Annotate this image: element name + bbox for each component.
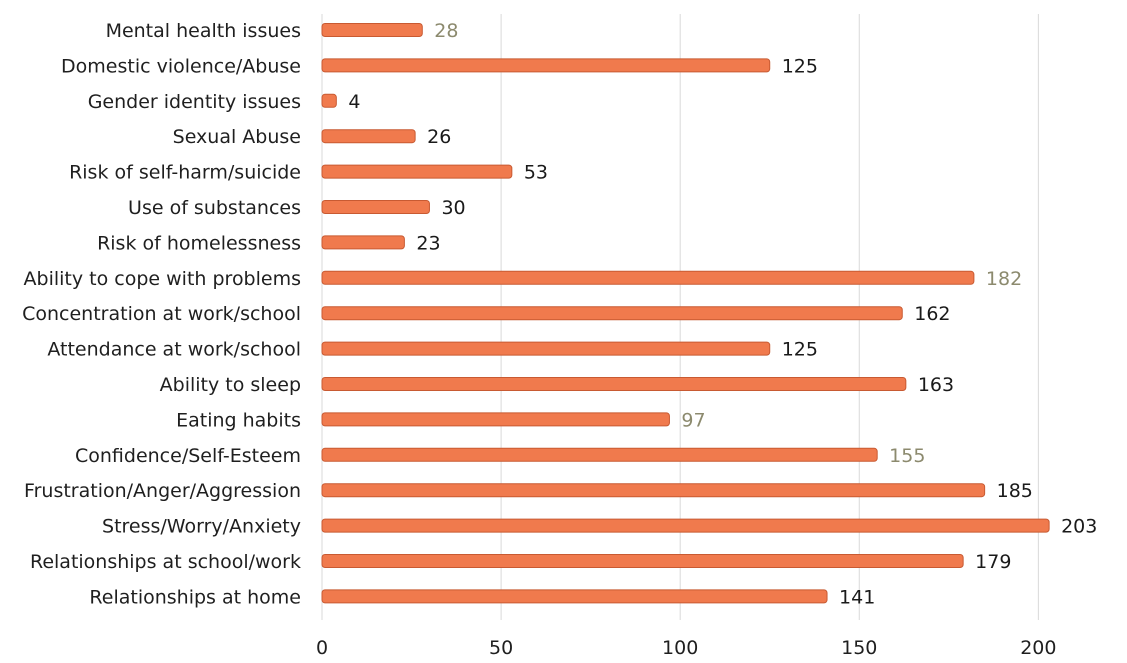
bar-gender-identity-issues [321, 93, 337, 108]
category-label-domestic-violence-abuse: Domestic violence/Abuse [61, 55, 301, 77]
value-label-stress-worry-anxiety: 203 [1061, 516, 1097, 538]
category-label-ability-to-sleep: Ability to sleep [160, 374, 301, 396]
bar-concentration-at-work-school [321, 306, 903, 321]
category-label-risk-of-homelessness: Risk of homelessness [97, 232, 301, 254]
bar-relationships-at-home [321, 589, 828, 604]
value-label-ability-to-cope-with-problems: 182 [986, 268, 1022, 290]
value-label-ability-to-sleep: 163 [918, 374, 954, 396]
value-label-frustration-anger-aggression: 185 [997, 480, 1033, 502]
category-label-ability-to-cope-with-problems: Ability to cope with problems [24, 268, 301, 290]
bars [321, 23, 1050, 604]
value-label-concentration-at-work-school: 162 [914, 303, 950, 325]
value-label-eating-habits: 97 [681, 409, 705, 431]
category-label-attendance-at-work-school: Attendance at work/school [47, 339, 301, 361]
value-label-relationships-at-home: 141 [839, 586, 875, 608]
category-labels: Mental health issues Domestic violence/Ab… [22, 20, 301, 608]
category-label-gender-identity-issues: Gender identity issues [88, 91, 301, 113]
x-axis-tick-labels: 0 50 100 150 200 [316, 637, 1057, 659]
bar-use-of-substances [321, 200, 430, 214]
x-tick-label-200: 200 [1020, 637, 1056, 659]
bar-ability-to-cope-with-problems [321, 270, 975, 285]
value-label-use-of-substances: 30 [441, 197, 465, 219]
category-label-sexual-abuse: Sexual Abuse [173, 126, 301, 148]
value-label-confidence-self-esteem: 155 [889, 445, 925, 467]
bar-attendance-at-work-school [321, 341, 771, 356]
category-label-relationships-at-school-work: Relationships at school/work [30, 551, 301, 573]
category-label-concentration-at-work-school: Concentration at work/school [22, 303, 301, 325]
x-tick-label-0: 0 [316, 637, 328, 659]
x-tick-label-150: 150 [841, 637, 877, 659]
bar-domestic-violence-abuse [321, 58, 771, 73]
category-label-frustration-anger-aggression: Frustration/Anger/Aggression [24, 480, 301, 502]
bar-mental-health-issues [321, 23, 423, 37]
category-label-eating-habits: Eating habits [176, 409, 301, 431]
x-tick-label-50: 50 [489, 637, 513, 659]
bar-risk-of-homelessness [321, 235, 405, 250]
value-label-gender-identity-issues: 4 [348, 91, 360, 113]
category-label-stress-worry-anxiety: Stress/Worry/Anxiety [102, 516, 301, 538]
category-label-confidence-self-esteem: Confidence/Self-Esteem [75, 445, 301, 467]
bar-sexual-abuse [321, 129, 416, 144]
bar-risk-of-self-harm-suicide [321, 164, 513, 179]
value-label-risk-of-homelessness: 23 [416, 232, 440, 254]
category-label-mental-health-issues: Mental health issues [106, 20, 301, 42]
value-label-sexual-abuse: 26 [427, 126, 451, 148]
bar-stress-worry-anxiety [321, 518, 1050, 533]
category-label-use-of-substances: Use of substances [128, 197, 301, 219]
x-tick-label-100: 100 [662, 637, 698, 659]
value-label-domestic-violence-abuse: 125 [782, 55, 818, 77]
category-label-risk-of-self-harm-suicide: Risk of self-harm/suicide [69, 162, 301, 184]
bar-frustration-anger-aggression [321, 483, 986, 498]
bar-eating-habits [321, 412, 670, 427]
value-label-relationships-at-school-work: 179 [975, 551, 1011, 573]
value-label-risk-of-self-harm-suicide: 53 [524, 162, 548, 184]
value-label-mental-health-issues: 28 [434, 20, 458, 42]
category-label-relationships-at-home: Relationships at home [89, 586, 301, 608]
value-label-attendance-at-work-school: 125 [782, 339, 818, 361]
bar-relationships-at-school-work [321, 554, 964, 568]
bar-confidence-self-esteem [321, 447, 878, 462]
bar-ability-to-sleep [321, 377, 907, 391]
